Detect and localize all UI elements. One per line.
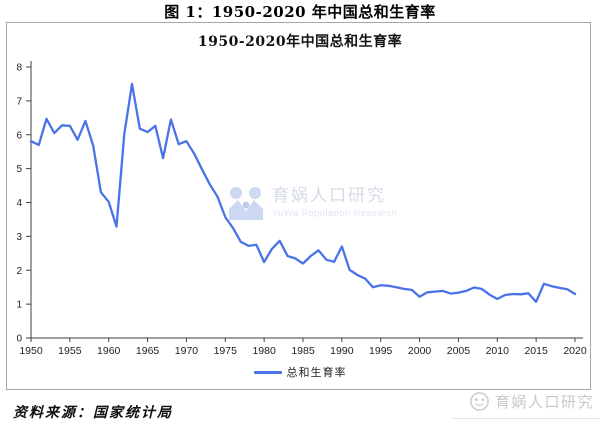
x-axis-tick-label: 1975 — [214, 345, 238, 357]
x-axis-tick-label: 1965 — [136, 345, 160, 357]
chart-legend: 总和生育率 — [0, 364, 600, 380]
footer-watermark: 育娲人口研究 — [469, 391, 594, 412]
x-axis-tick-label: 1980 — [252, 345, 276, 357]
x-axis-tick-label: 2000 — [408, 345, 432, 357]
x-axis-tick-label: 2010 — [486, 345, 510, 357]
y-axis-tick-label: 4 — [16, 198, 22, 209]
y-axis-tick-label: 3 — [16, 232, 22, 243]
y-axis-tick-label: 8 — [16, 63, 22, 74]
y-axis-tick-label: 1 — [16, 300, 22, 311]
tfr-data-line — [29, 82, 577, 303]
x-axis-tick-label: 2020 — [563, 345, 587, 357]
x-axis-tick-label: 1950 — [19, 345, 43, 357]
figure-title: 图 1：1950-2020 年中国总和生育率 — [164, 3, 436, 21]
watermark-brand-text: 育娲人口研究 — [272, 186, 386, 205]
x-axis-tick-label: 1960 — [97, 345, 121, 357]
source-note: 资料来源：国家统计局 — [13, 405, 173, 421]
chart-box — [6, 22, 591, 390]
y-axis-tick-label: 0 — [16, 334, 22, 345]
x-axis-tick-label: 1970 — [175, 345, 199, 357]
yuwa-footer-logo-icon — [470, 392, 489, 411]
x-axis-tick-label: 1995 — [369, 345, 393, 357]
x-axis-tick-label: 2015 — [524, 345, 548, 357]
y-axis-tick-label: 6 — [16, 130, 22, 141]
watermark-center: 育娲人口研究 YuWa Population Research — [227, 186, 397, 222]
x-axis-tick-label: 1990 — [330, 345, 354, 357]
watermark-brand-subtext: YuWa Population Research — [272, 208, 398, 219]
chart-title: 1950-2020年中国总和生育率 — [197, 34, 403, 50]
x-axis-tick-label: 1985 — [291, 345, 315, 357]
legend-line-icon — [253, 370, 282, 374]
yuwa-logo-icon — [229, 187, 263, 220]
y-axis-tick-label: 7 — [16, 96, 22, 107]
y-axis-tick-label: 5 — [16, 164, 22, 175]
footer-underline — [452, 418, 600, 419]
footer-brand-text: 育娲人口研究 — [494, 394, 594, 411]
x-axis-tick-label: 1955 — [58, 345, 82, 357]
y-axis-tick-label: 2 — [16, 266, 22, 277]
legend-series-label: 总和生育率 — [286, 366, 347, 379]
x-axis-tick-label: 2005 — [447, 345, 471, 357]
